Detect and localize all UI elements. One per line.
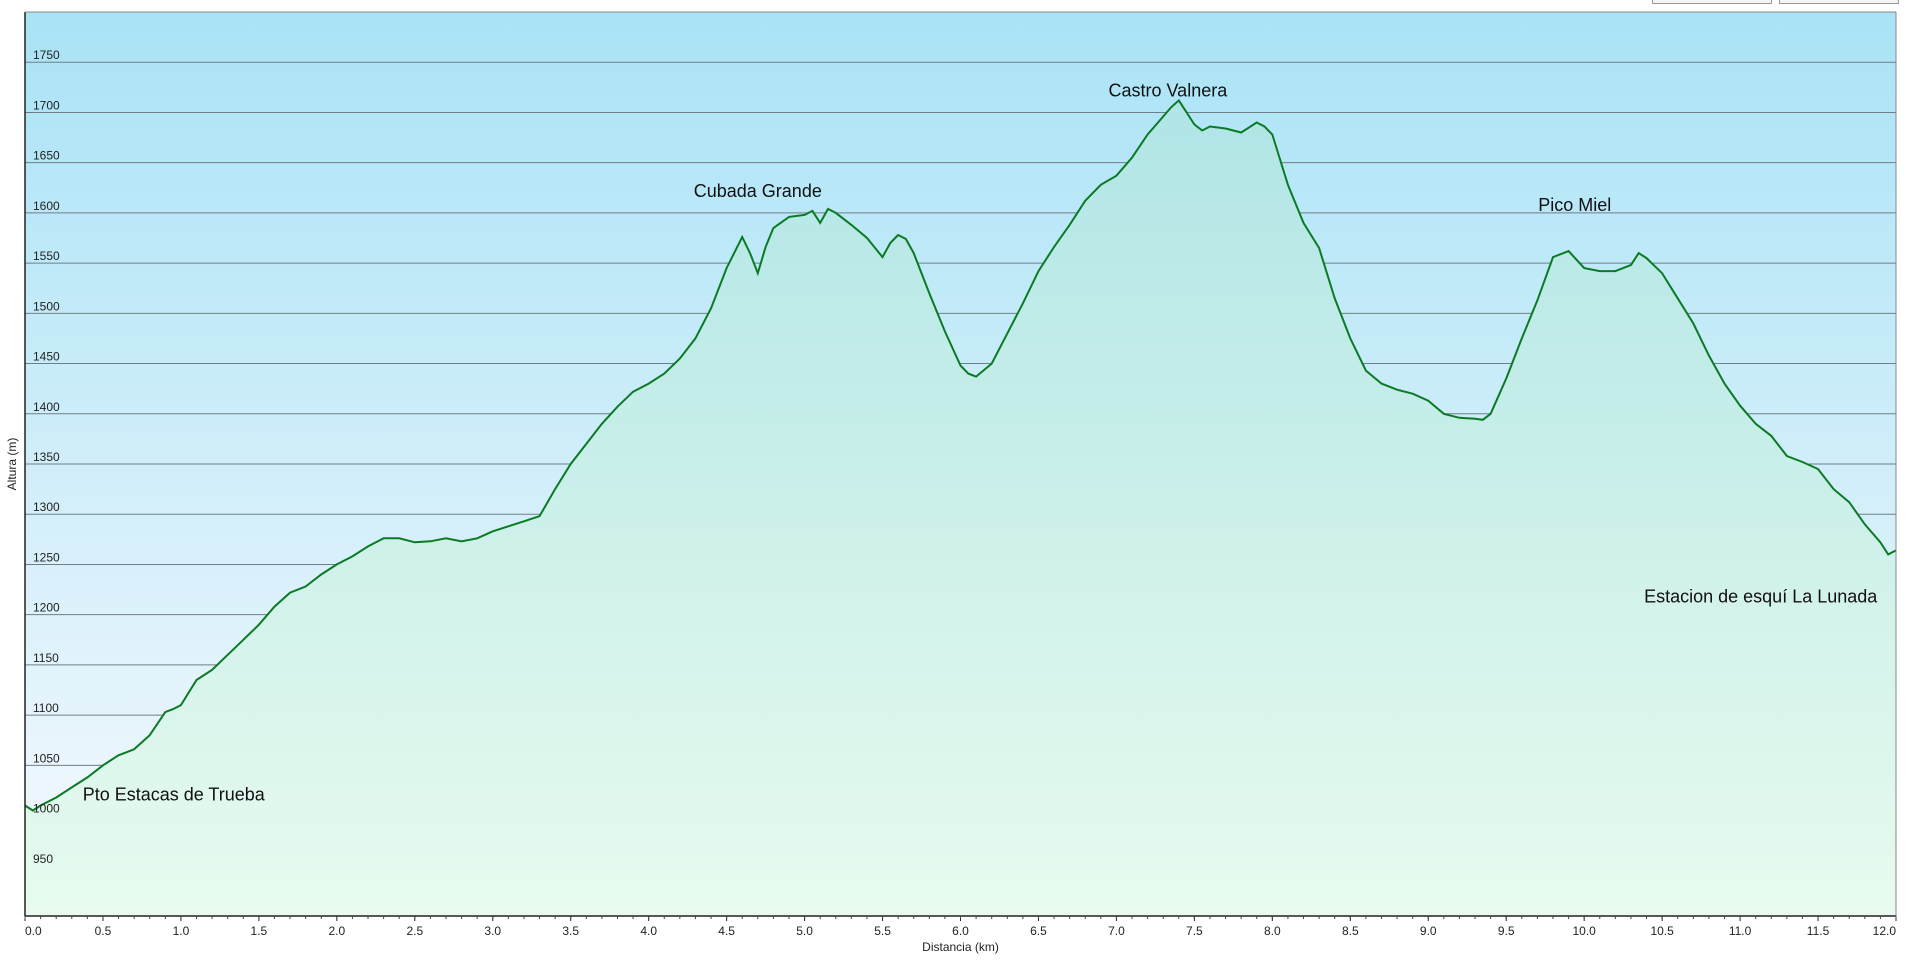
- y-tick-label: 1550: [33, 249, 60, 263]
- x-tick-label: 10.5: [1650, 924, 1674, 938]
- x-tick-label: 11.0: [1729, 924, 1752, 938]
- y-tick-label: 1000: [33, 802, 60, 816]
- x-tick-label: 9.0: [1420, 924, 1437, 938]
- x-tick-label: 10.0: [1572, 924, 1596, 938]
- peak-annotation: Estacion de esquí La Lunada: [1644, 587, 1878, 607]
- x-tick-label: 0.0: [25, 924, 42, 938]
- y-tick-label: 1150: [33, 651, 59, 665]
- y-tick-label: 1050: [33, 751, 60, 765]
- y-tick-label: 1400: [33, 400, 60, 414]
- x-axis-title: Distancia (km): [922, 940, 999, 954]
- y-tick-label: 950: [33, 852, 53, 866]
- y-tick-label: 1250: [33, 550, 60, 564]
- y-tick-label: 1700: [33, 98, 60, 112]
- y-tick-label: 1650: [33, 149, 60, 163]
- x-tick-label: 5.5: [874, 924, 891, 938]
- x-tick-label: 6.5: [1030, 924, 1047, 938]
- elevation-series-line: [24, 98, 1897, 812]
- x-tick-label: 3.5: [562, 924, 579, 938]
- x-tick-label: 6.0: [952, 924, 969, 938]
- x-tick-label: 5.0: [796, 924, 813, 938]
- annotations: Pto Estacas de Trueba Cubada Grande Castro…: [83, 80, 1879, 804]
- x-tick-label: 0.5: [95, 924, 112, 938]
- x-tick-label: 3.0: [484, 924, 501, 938]
- peak-annotation: Castro Valnera: [1109, 80, 1229, 100]
- peak-annotation: Pto Estacas de Trueba: [83, 784, 266, 804]
- y-tick-label: 1600: [33, 199, 60, 213]
- x-tick-label: 7.5: [1186, 924, 1203, 938]
- x-tick-label: 4.0: [640, 924, 657, 938]
- y-tick-label: 1500: [33, 299, 60, 313]
- top-toolbar-button-left[interactable]: [1652, 0, 1772, 4]
- x-tick-label: 1.0: [173, 924, 190, 938]
- x-tick-label: 9.5: [1498, 924, 1515, 938]
- top-toolbar-button-right[interactable]: [1779, 0, 1899, 4]
- x-tick-label: 4.5: [718, 924, 735, 938]
- elevation-area-fill: [25, 100, 1896, 916]
- x-tick-label: 8.0: [1264, 924, 1281, 938]
- peak-annotation: Cubada Grande: [694, 181, 822, 201]
- y-tick-label: 1450: [33, 350, 60, 364]
- y-tick-label: 1200: [33, 601, 60, 615]
- x-tick-label: 1.5: [251, 924, 268, 938]
- x-tick-label: 7.0: [1108, 924, 1125, 938]
- y-tick-label: 1750: [33, 48, 60, 62]
- y-tick-label: 1100: [33, 701, 59, 715]
- x-tick-label: 12.0: [1873, 924, 1897, 938]
- x-tick-label: 11.5: [1807, 924, 1830, 938]
- x-tick-label: 2.5: [406, 924, 423, 938]
- y-axis-title: Altura (m): [5, 438, 19, 491]
- tick-labels: 950 1000 1050 1100 1150 1200 1250 1300 1350 1400 1…: [24, 48, 1897, 938]
- peak-annotation: Pico Miel: [1538, 195, 1611, 215]
- x-tick-label: 8.5: [1342, 924, 1359, 938]
- y-tick-label: 1350: [33, 450, 60, 464]
- x-tick-label: 2.0: [328, 924, 345, 938]
- y-tick-label: 1300: [33, 500, 60, 514]
